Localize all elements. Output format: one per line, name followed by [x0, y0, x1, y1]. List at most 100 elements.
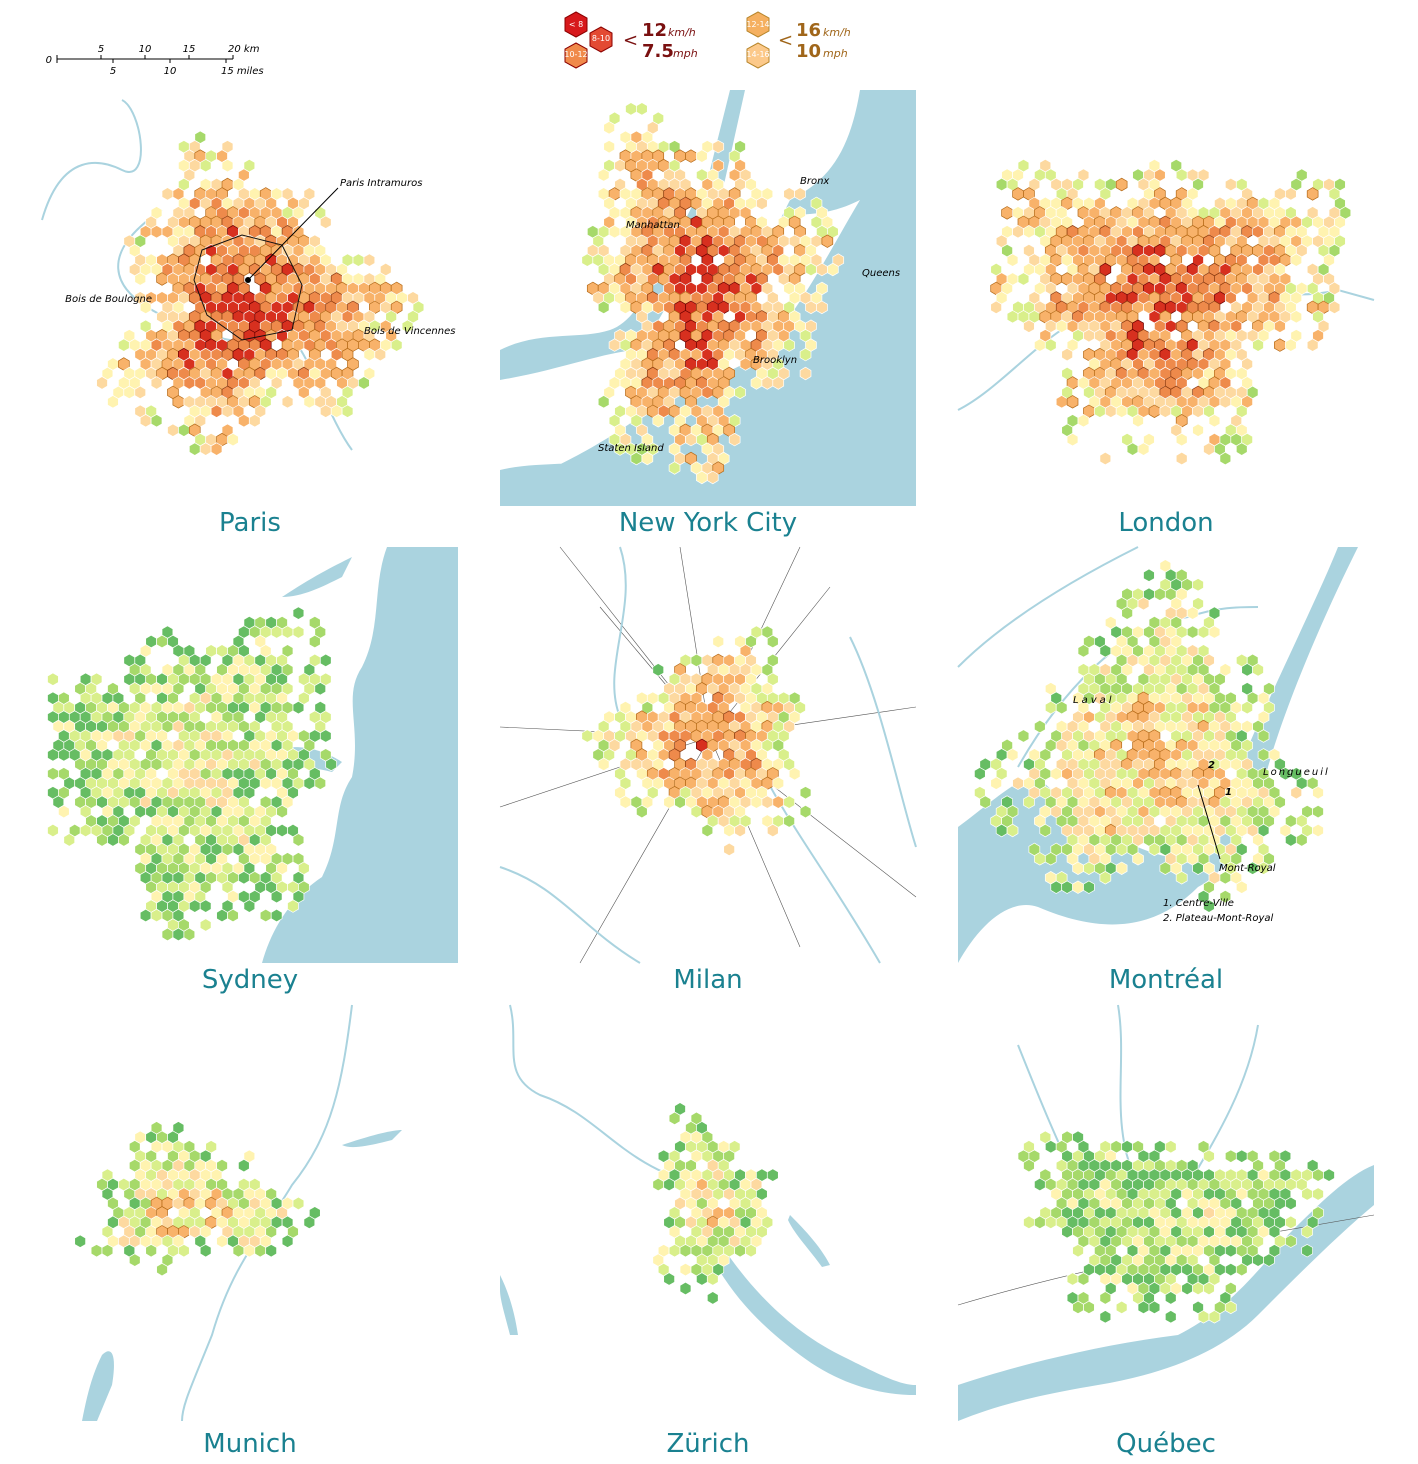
scale-label: 20 km — [228, 44, 260, 55]
hex-cell — [1290, 310, 1303, 324]
map-panel — [957, 1004, 1375, 1421]
hex-cell — [783, 795, 795, 809]
hex-cell — [199, 918, 212, 932]
hex-cell — [1137, 1300, 1150, 1315]
hex-cell — [1192, 861, 1204, 876]
hex-cell — [1034, 1177, 1046, 1192]
hex-cell — [1072, 1300, 1084, 1315]
legend-unit: mph — [823, 47, 848, 60]
hex-cell — [232, 1243, 245, 1258]
hex-cell — [1257, 861, 1270, 876]
hex-cell — [1285, 187, 1297, 201]
annotations: Paris Intramuros Bois de Boulogne Bois d… — [65, 176, 1328, 924]
nyc-annotations: Bronx Manhattan Queens Brooklyn Staten I… — [598, 176, 900, 454]
legend-sign: < — [623, 30, 638, 51]
scale-label: 10 — [139, 44, 152, 55]
hex-cell — [1306, 338, 1319, 352]
hex-cell — [696, 1272, 708, 1286]
water — [958, 857, 1018, 927]
hex-cell — [1143, 568, 1155, 583]
hex-cell — [619, 795, 632, 809]
hex-cell — [107, 833, 119, 847]
hex-cell — [597, 757, 610, 772]
hex-cell — [794, 187, 806, 201]
hex-cell — [134, 272, 147, 286]
city-title: Québec — [1116, 1429, 1216, 1459]
hex-cell — [1012, 187, 1024, 201]
legend-kmh: 12 — [642, 20, 667, 41]
legend-hex — [564, 42, 588, 69]
hex-cell — [374, 347, 387, 362]
hex-cell — [259, 908, 272, 923]
hex-cell — [292, 700, 305, 715]
hex-cell — [1137, 596, 1150, 611]
hex-cell — [1197, 1310, 1210, 1324]
hex-cell — [1044, 1139, 1057, 1154]
hex-cell — [581, 253, 594, 267]
hex-cell — [1219, 451, 1232, 466]
hex-cell — [1115, 404, 1128, 419]
hex-cell — [1072, 1243, 1084, 1258]
hex-cell — [690, 653, 703, 668]
hex-cell — [363, 347, 376, 362]
map-panel — [47, 547, 458, 963]
hex-cell — [1115, 177, 1128, 192]
hex-cell — [1235, 1262, 1248, 1277]
legend-hex-label: 12-14 — [746, 20, 769, 29]
hex-cell — [308, 634, 321, 649]
hex-cell — [216, 1234, 228, 1248]
hex-cell — [1263, 1253, 1275, 1267]
annotation: Bois de Boulogne — [65, 294, 152, 305]
hex-cell — [1290, 785, 1303, 800]
hex-cell — [974, 767, 986, 781]
hex-cell — [1044, 338, 1057, 352]
hex-cell — [74, 1234, 86, 1248]
hex-cell — [1039, 823, 1052, 838]
city-title: Sydney — [202, 965, 298, 995]
hex-cell — [167, 423, 179, 437]
hex-cell — [1285, 833, 1297, 847]
hex-cell — [706, 1272, 719, 1286]
hex-cell — [712, 139, 725, 154]
hex-cell — [221, 158, 234, 173]
hex-cell — [712, 634, 725, 649]
legend: < 8 8-10 10-12 12-14 14-16 — [564, 11, 770, 69]
map-panel — [500, 90, 916, 506]
hex-cell — [1044, 852, 1057, 866]
hex-cell — [390, 338, 403, 352]
annotation: Bois de Vincennes — [364, 326, 455, 337]
hex-cell — [663, 1272, 675, 1286]
hex-layer — [974, 559, 1324, 913]
hex-cell — [603, 121, 615, 135]
hex-cell — [696, 149, 708, 163]
hex-cell — [979, 795, 992, 809]
hex-cell — [1083, 880, 1095, 894]
hex-cell — [1077, 644, 1090, 658]
hex-cell — [668, 461, 681, 475]
hex-cell — [652, 1177, 665, 1192]
hex-layer — [74, 1121, 321, 1277]
hex-cell — [706, 1291, 719, 1305]
legend-hex-label: 8-10 — [592, 34, 610, 43]
hex-cell — [805, 262, 817, 277]
hex-cell — [1252, 1253, 1264, 1267]
hex-cell — [668, 1111, 681, 1126]
hex-cell — [1072, 861, 1084, 876]
lake — [788, 1215, 830, 1267]
hex-cell — [701, 385, 714, 400]
hex-cell — [1290, 253, 1303, 267]
hex-cell — [788, 767, 801, 781]
hex-cell — [1132, 852, 1144, 866]
hex-cell — [325, 757, 337, 772]
city-title: Montréal — [1109, 965, 1223, 995]
hex-cell — [150, 376, 163, 390]
hex-cell — [107, 395, 119, 409]
hex-cell — [1006, 253, 1019, 267]
map-panel — [499, 546, 917, 964]
hex-cell — [118, 833, 130, 847]
hex-cell — [663, 1177, 675, 1192]
hex-cell — [1012, 776, 1024, 790]
leader-line — [247, 187, 339, 281]
hex-cell — [227, 432, 239, 447]
scale-label: 0 — [46, 55, 52, 66]
